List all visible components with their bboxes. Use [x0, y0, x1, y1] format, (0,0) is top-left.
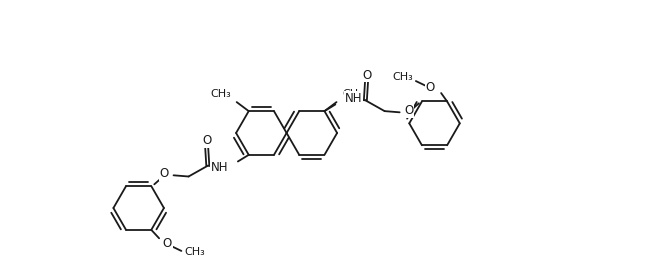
Text: O: O	[202, 134, 211, 147]
Text: CH₃: CH₃	[211, 89, 231, 99]
Text: O: O	[159, 167, 169, 180]
Text: CH₃: CH₃	[342, 89, 363, 99]
Text: O: O	[404, 104, 414, 117]
Text: O: O	[163, 237, 172, 250]
Text: NH: NH	[211, 161, 228, 174]
Text: O: O	[362, 69, 372, 81]
Text: CH₃: CH₃	[392, 73, 413, 83]
Text: NH: NH	[345, 92, 362, 105]
Text: O: O	[426, 81, 435, 94]
Text: CH₃: CH₃	[184, 247, 205, 257]
